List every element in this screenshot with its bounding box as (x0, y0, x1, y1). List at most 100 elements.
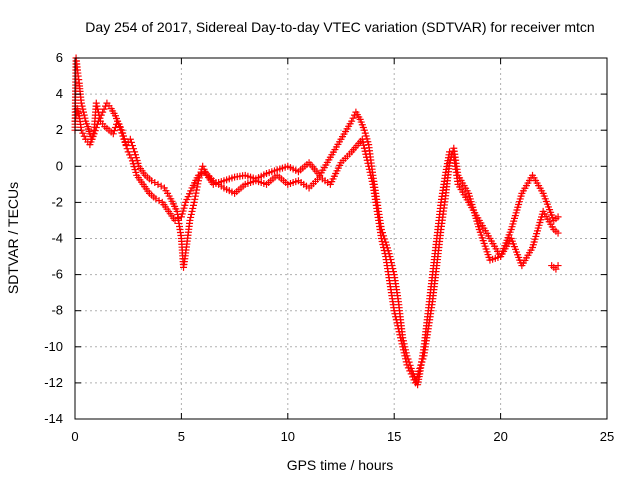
data-point-trail (368, 177, 376, 185)
data-point-trail (365, 162, 373, 170)
data-point-trail (191, 192, 199, 200)
data-point-trail (100, 105, 108, 113)
data-point-trail (78, 102, 86, 110)
data-point-trail (361, 147, 369, 155)
data-point-trail (187, 213, 195, 221)
y-tick-label: -14 (44, 411, 63, 426)
y-tick-label: 4 (56, 86, 63, 101)
data-point-trail (188, 207, 196, 215)
data-point (154, 180, 162, 188)
data-point-trail (391, 310, 399, 318)
data-point-trail (193, 186, 201, 194)
data-point-trail (418, 358, 426, 366)
data-point-trail (123, 145, 131, 153)
data-point-trail (193, 183, 201, 191)
data-point-trail (419, 355, 427, 363)
data-point (358, 135, 366, 143)
data-point (348, 117, 356, 125)
y-axis-label: SDTVAR / TECUs (5, 182, 21, 294)
data-point-trail (397, 334, 405, 342)
y-tick-label: -2 (51, 194, 63, 209)
x-axis-label: GPS time / hours (287, 457, 394, 473)
data-point-trail (367, 171, 375, 179)
data-point-trail (363, 153, 371, 161)
data-point-trail (127, 154, 135, 162)
data-point-trail (398, 340, 406, 348)
data-point (109, 130, 117, 138)
data-point (416, 364, 424, 372)
data-point-trail (378, 238, 386, 246)
data-point-trail (127, 138, 135, 146)
data-point-trail (110, 127, 118, 135)
data-point-trail (94, 105, 102, 113)
data-point (399, 343, 407, 351)
data-point (94, 117, 102, 125)
x-tick-label: 25 (600, 429, 614, 444)
data-point-trail (191, 195, 199, 203)
y-tick-label: -10 (44, 339, 63, 354)
data-point-trail (93, 120, 101, 128)
data-point-trail (404, 364, 412, 372)
data-point (554, 229, 562, 237)
data-point-trail (97, 111, 105, 119)
data-point-trail (396, 331, 404, 339)
data-point-trail (380, 244, 388, 252)
y-tick-label: 2 (56, 122, 63, 137)
data-point-trail (381, 250, 389, 258)
data-point (77, 99, 85, 107)
data-point-trail (394, 322, 402, 330)
data-point (90, 130, 98, 138)
data-point (394, 325, 402, 333)
data-point (116, 123, 124, 131)
data-point-trail (80, 111, 88, 119)
data-point-trail (400, 349, 408, 357)
data-point-trail (366, 168, 374, 176)
data-point-trail (368, 174, 376, 182)
data-point-trail (122, 142, 130, 150)
data-point-trail (360, 141, 368, 149)
data-point (552, 265, 560, 273)
data-point-trail (363, 156, 371, 164)
y-tick-label: -4 (51, 231, 63, 246)
data-point (92, 99, 100, 107)
data-point-trail (399, 346, 407, 354)
data-point-trail (359, 138, 367, 146)
data-point-trail (118, 129, 126, 137)
data-point-trail (393, 319, 401, 327)
data-point-trail (151, 179, 159, 187)
data-point-trail (395, 328, 403, 336)
data-point-trail (92, 123, 100, 131)
y-tick-label: 6 (56, 50, 63, 65)
data-point-trail (379, 241, 387, 249)
data-point (126, 135, 134, 143)
data-point-trail (155, 197, 163, 205)
data-point-trail (187, 210, 195, 218)
data-point-trail (157, 182, 165, 190)
y-tick-label: -8 (51, 303, 63, 318)
data-point-trail (189, 201, 197, 209)
data-point-trail (126, 151, 134, 159)
data-point-trail (406, 367, 414, 375)
data-point-trail (79, 129, 87, 137)
data-point (403, 361, 411, 369)
x-tick-label: 0 (71, 429, 78, 444)
data-point-trail (392, 313, 400, 321)
x-tick-label: 5 (178, 429, 185, 444)
data-point-trail (392, 316, 400, 324)
data-point-trail (80, 132, 88, 140)
data-point-trail (121, 138, 129, 146)
data-point-trail (96, 114, 104, 122)
data-point (190, 198, 198, 206)
data-point-trail (364, 159, 372, 167)
data-point-trail (93, 102, 101, 110)
data-point-trail (365, 165, 373, 173)
series-1 (71, 99, 562, 387)
data-point-trail (380, 247, 388, 255)
data-point-trail (192, 189, 200, 197)
data-point (377, 235, 385, 242)
y-tick-label: -6 (51, 267, 63, 282)
data-point-trail (401, 352, 409, 360)
data-point-trail (117, 126, 125, 134)
data-point (199, 162, 207, 170)
